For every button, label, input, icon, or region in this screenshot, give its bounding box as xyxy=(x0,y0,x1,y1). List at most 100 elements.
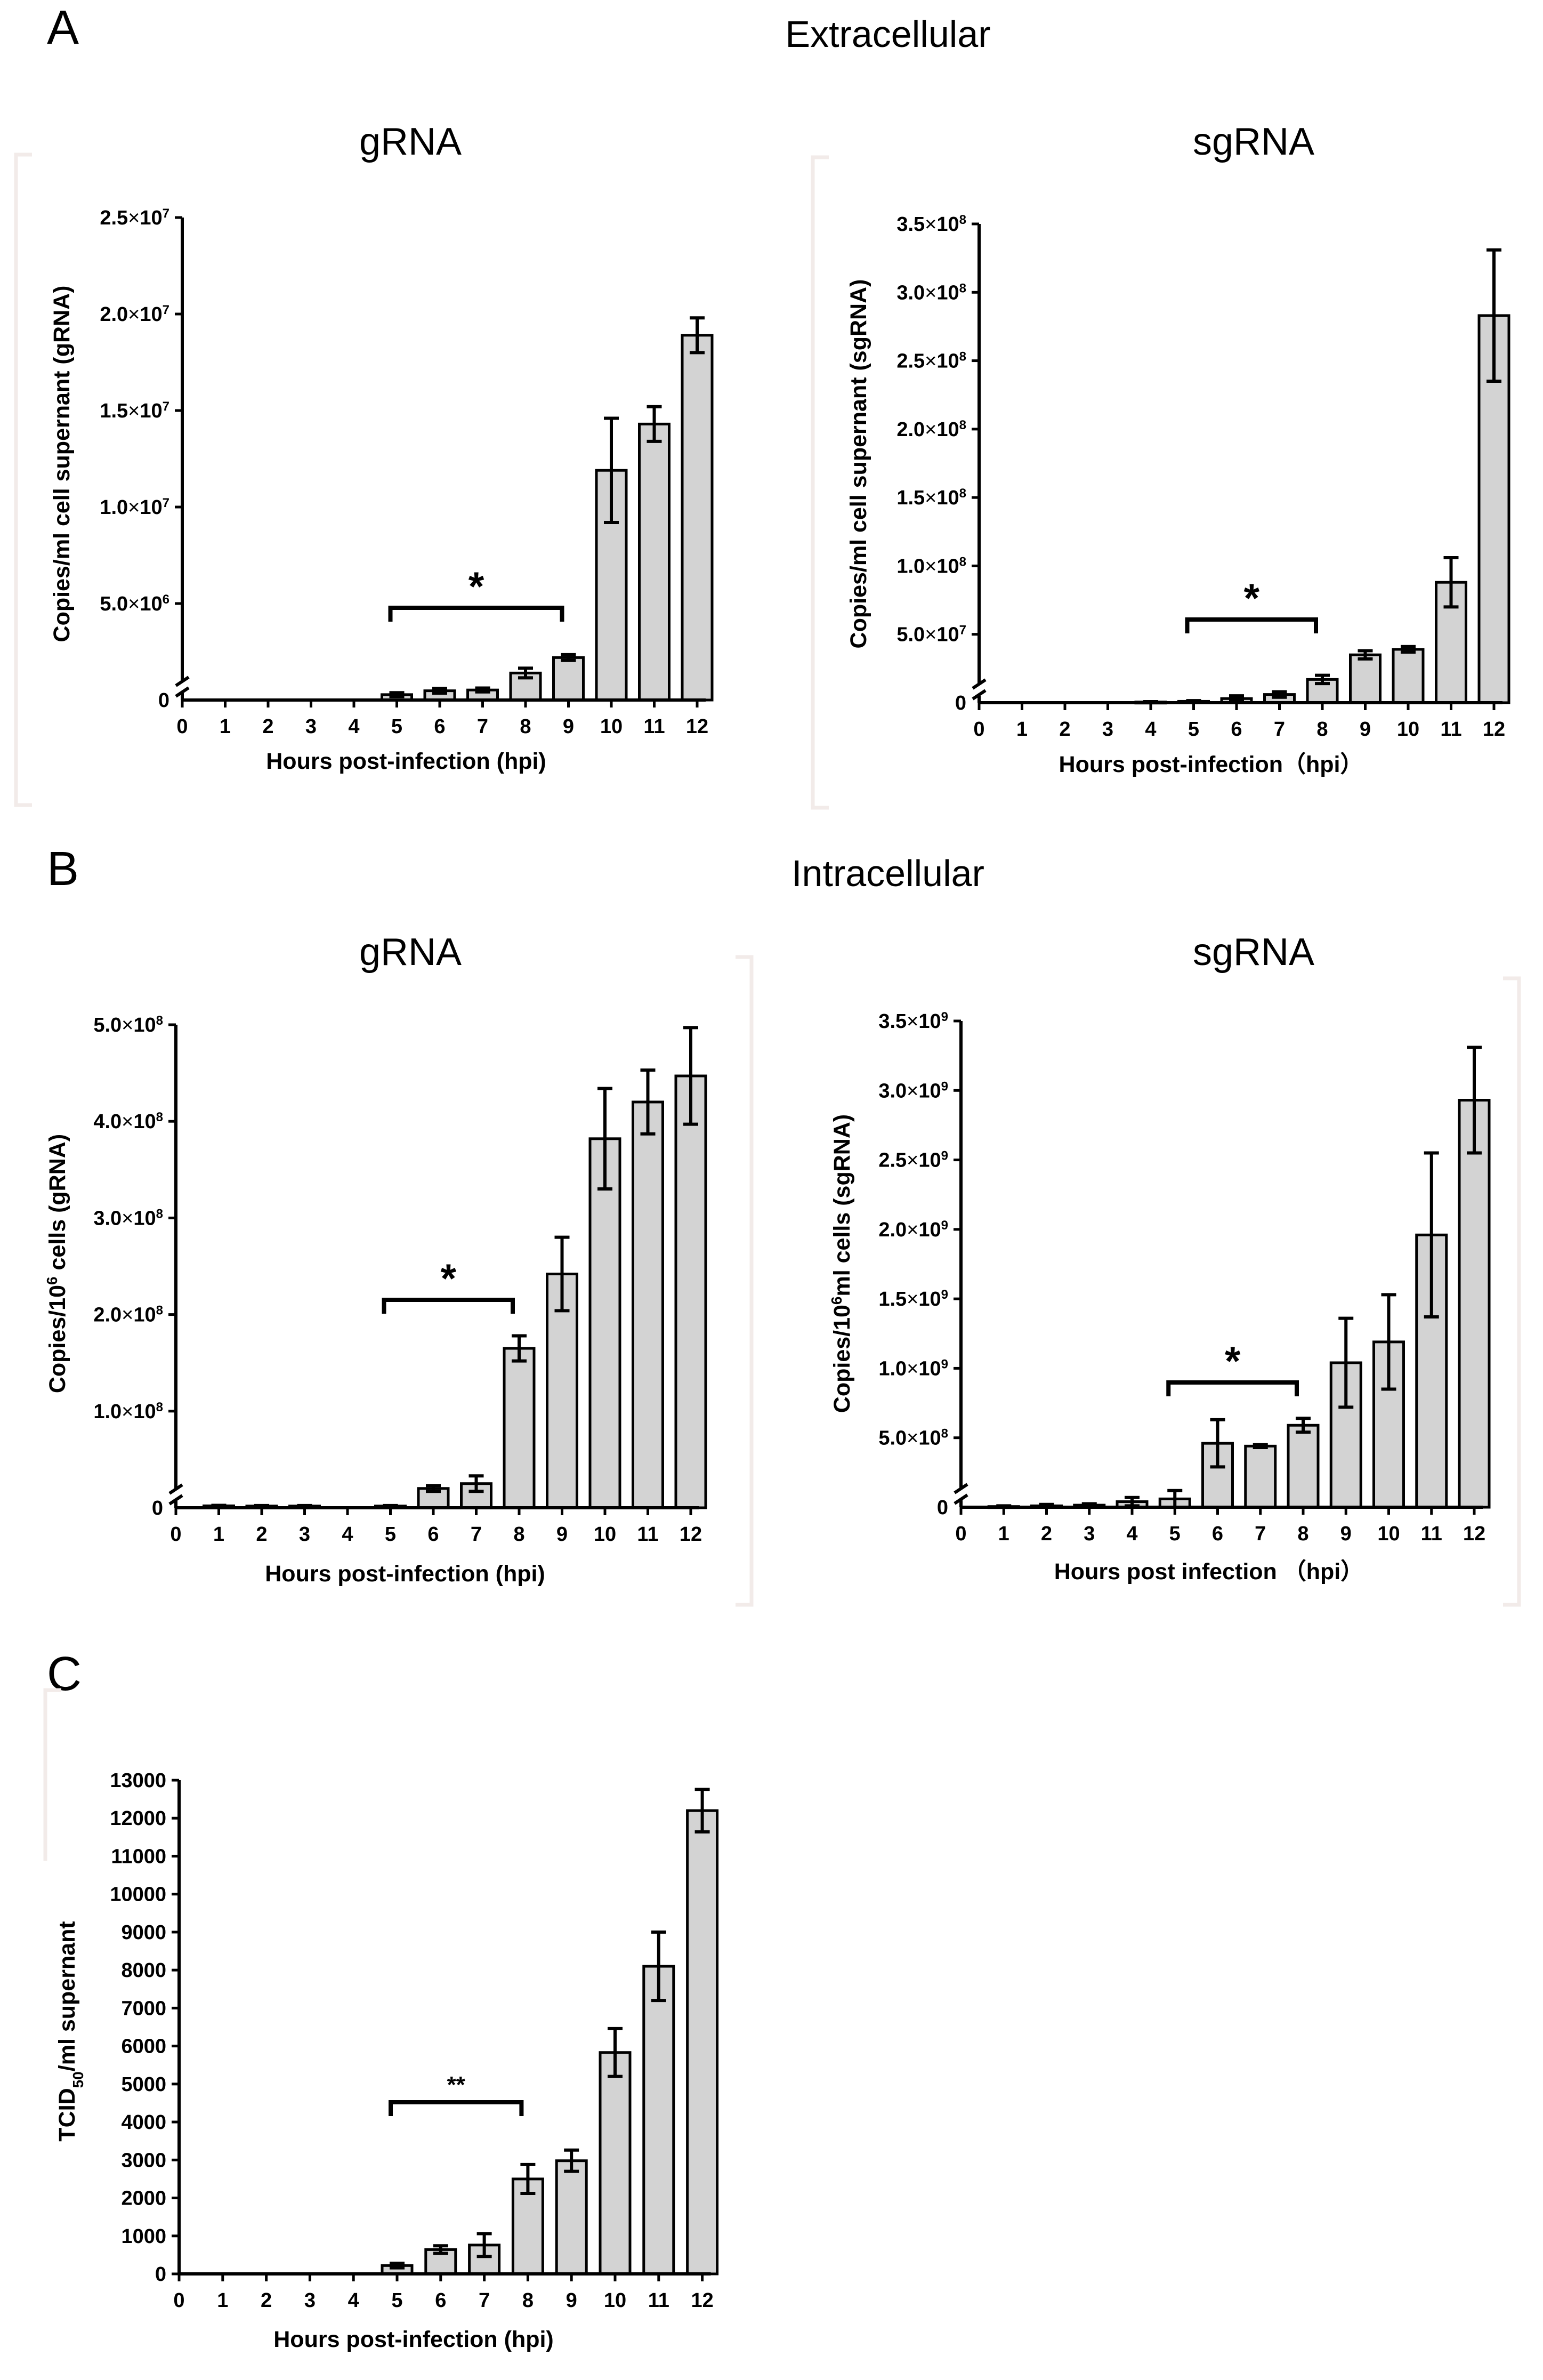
x-tick-label: 3 xyxy=(299,1523,310,1546)
y-axis-label: Copies/ml cell supernant (sgRNA) xyxy=(846,279,871,649)
y-tick-mantissa: 5.0 xyxy=(896,624,925,646)
x-tick-label: 4 xyxy=(348,2289,359,2312)
x-tick-label: 11 xyxy=(643,715,665,738)
x-tick-label: 6 xyxy=(427,1523,439,1546)
x-tick-label: 0 xyxy=(955,1523,966,1545)
y-tick-label: 1.0×108 xyxy=(93,1400,163,1423)
x-tick-label: 7 xyxy=(471,1523,482,1546)
error-bar xyxy=(561,653,576,662)
x-tick-label: 9 xyxy=(1340,1523,1352,1545)
axis-break-mark xyxy=(168,1483,183,1506)
x-tick-label: 12 xyxy=(1483,718,1505,741)
x-axis-label: Hours post infection （hpi） xyxy=(1054,1559,1363,1585)
x-tick-label: 4 xyxy=(342,1523,353,1546)
y-tick-label: 1000 xyxy=(121,2225,166,2248)
y-tick-value: 12000 xyxy=(110,1807,166,1830)
y-tick-base: 10 xyxy=(936,419,959,441)
error-bar xyxy=(597,1087,612,1191)
error-bar xyxy=(520,2162,536,2195)
error-bar xyxy=(389,691,405,698)
y-tick-times: × xyxy=(925,282,936,304)
x-tick-label: 11 xyxy=(648,2289,669,2312)
x-tick-label: 3 xyxy=(1102,718,1113,741)
y-tick-label: 5.0×106 xyxy=(100,592,169,616)
y-tick-times: × xyxy=(925,419,936,441)
y-tick-exponent: 7 xyxy=(163,206,169,221)
y-tick-base: 10 xyxy=(936,624,959,646)
y-tick-label: 2.0×109 xyxy=(878,1218,948,1241)
x-tick-label: 2 xyxy=(261,2289,272,2312)
y-tick-label: 2000 xyxy=(121,2188,166,2210)
y-tick-label: 5.0×108 xyxy=(878,1426,948,1450)
y-tick-times: × xyxy=(128,207,140,229)
chart-title: gRNA xyxy=(359,931,462,974)
error-bar xyxy=(475,686,490,694)
x-tick-label: 10 xyxy=(604,2289,626,2312)
bar xyxy=(681,334,714,702)
x-tick-label: 8 xyxy=(522,2289,534,2312)
y-tick-base: 10 xyxy=(133,1304,156,1326)
y-tick-mantissa: 1.5 xyxy=(878,1288,907,1310)
y-tick-base: 10 xyxy=(918,1149,941,1172)
x-tick-label: 6 xyxy=(434,715,445,738)
significance-bracket xyxy=(1166,1380,1299,1396)
error-bar xyxy=(1401,645,1416,654)
x-tick-label: 8 xyxy=(513,1523,524,1546)
bar xyxy=(642,1965,675,2276)
y-tick-mantissa: 3.0 xyxy=(896,282,925,304)
y-tick-mantissa: 1.0 xyxy=(878,1357,907,1380)
x-tick-label: 7 xyxy=(1274,718,1285,741)
y-tick-label: 2.0×108 xyxy=(93,1303,163,1326)
y-tick-mantissa: 1.5 xyxy=(896,487,925,509)
y-tick-label: 12000 xyxy=(110,1807,166,1830)
y-tick-zero-label: 0 xyxy=(955,692,966,714)
y-tick-base: 10 xyxy=(936,213,959,236)
x-tick-label: 9 xyxy=(563,715,574,738)
axis-break-mark xyxy=(954,1483,968,1505)
error-bar xyxy=(1443,556,1459,609)
y-tick-base: 10 xyxy=(918,1288,941,1310)
y-tick-value: 8000 xyxy=(121,1959,166,1982)
bar xyxy=(503,1347,536,1509)
y-tick-times: × xyxy=(122,1207,133,1229)
bar xyxy=(1244,1444,1277,1509)
bar xyxy=(632,1100,664,1509)
error-bar xyxy=(1358,649,1373,661)
y-tick-value: 6000 xyxy=(121,2036,166,2058)
y-tick-times: × xyxy=(907,1219,918,1241)
y-tick-base: 10 xyxy=(936,350,959,373)
y-tick-times: × xyxy=(122,1014,133,1036)
x-tick-label: 1 xyxy=(220,715,231,738)
y-tick-value: 10000 xyxy=(110,1884,166,1906)
bar xyxy=(599,2051,632,2276)
y-tick-label: 1.5×108 xyxy=(896,486,966,510)
panel-letter-c: C xyxy=(47,1647,82,1701)
error-bar xyxy=(390,2262,405,2270)
y-tick-label: 1.0×107 xyxy=(100,496,169,519)
y-tick-label: 13000 xyxy=(110,1770,166,1792)
y-tick-base: 10 xyxy=(140,207,162,229)
y-axis-label: Copies/106 cells (gRNA) xyxy=(44,1134,71,1393)
y-tick-base: 10 xyxy=(918,1219,941,1241)
y-axis-label: TCID50/ml supernant xyxy=(54,1921,86,2141)
x-tick-label: 7 xyxy=(477,715,488,738)
y-tick-times: × xyxy=(907,1357,918,1380)
y-tick-label: 2.5×107 xyxy=(100,206,169,230)
y-axis-label-superscript: 6 xyxy=(44,1276,60,1285)
y-tick-label: 7000 xyxy=(121,1997,166,2020)
y-tick-base: 10 xyxy=(140,400,162,422)
y-tick-base: 10 xyxy=(936,555,959,577)
x-axis-label: Hours post-infection (hpi) xyxy=(265,1561,545,1587)
y-tick-times: × xyxy=(128,496,140,519)
error-bar xyxy=(694,1788,710,1834)
x-tick-label: 5 xyxy=(1169,1523,1181,1545)
x-tick-label: 5 xyxy=(1188,718,1199,741)
y-tick-value: 4000 xyxy=(121,2111,166,2134)
y-tick-base: 10 xyxy=(133,1111,156,1133)
significance-label: ** xyxy=(447,2072,466,2098)
y-tick-label: 1.5×109 xyxy=(878,1288,948,1311)
error-bar xyxy=(564,2148,579,2173)
x-tick-label: 9 xyxy=(566,2289,577,2312)
x-tick-label: 2 xyxy=(1041,1523,1052,1545)
y-tick-exponent: 8 xyxy=(156,1400,163,1414)
